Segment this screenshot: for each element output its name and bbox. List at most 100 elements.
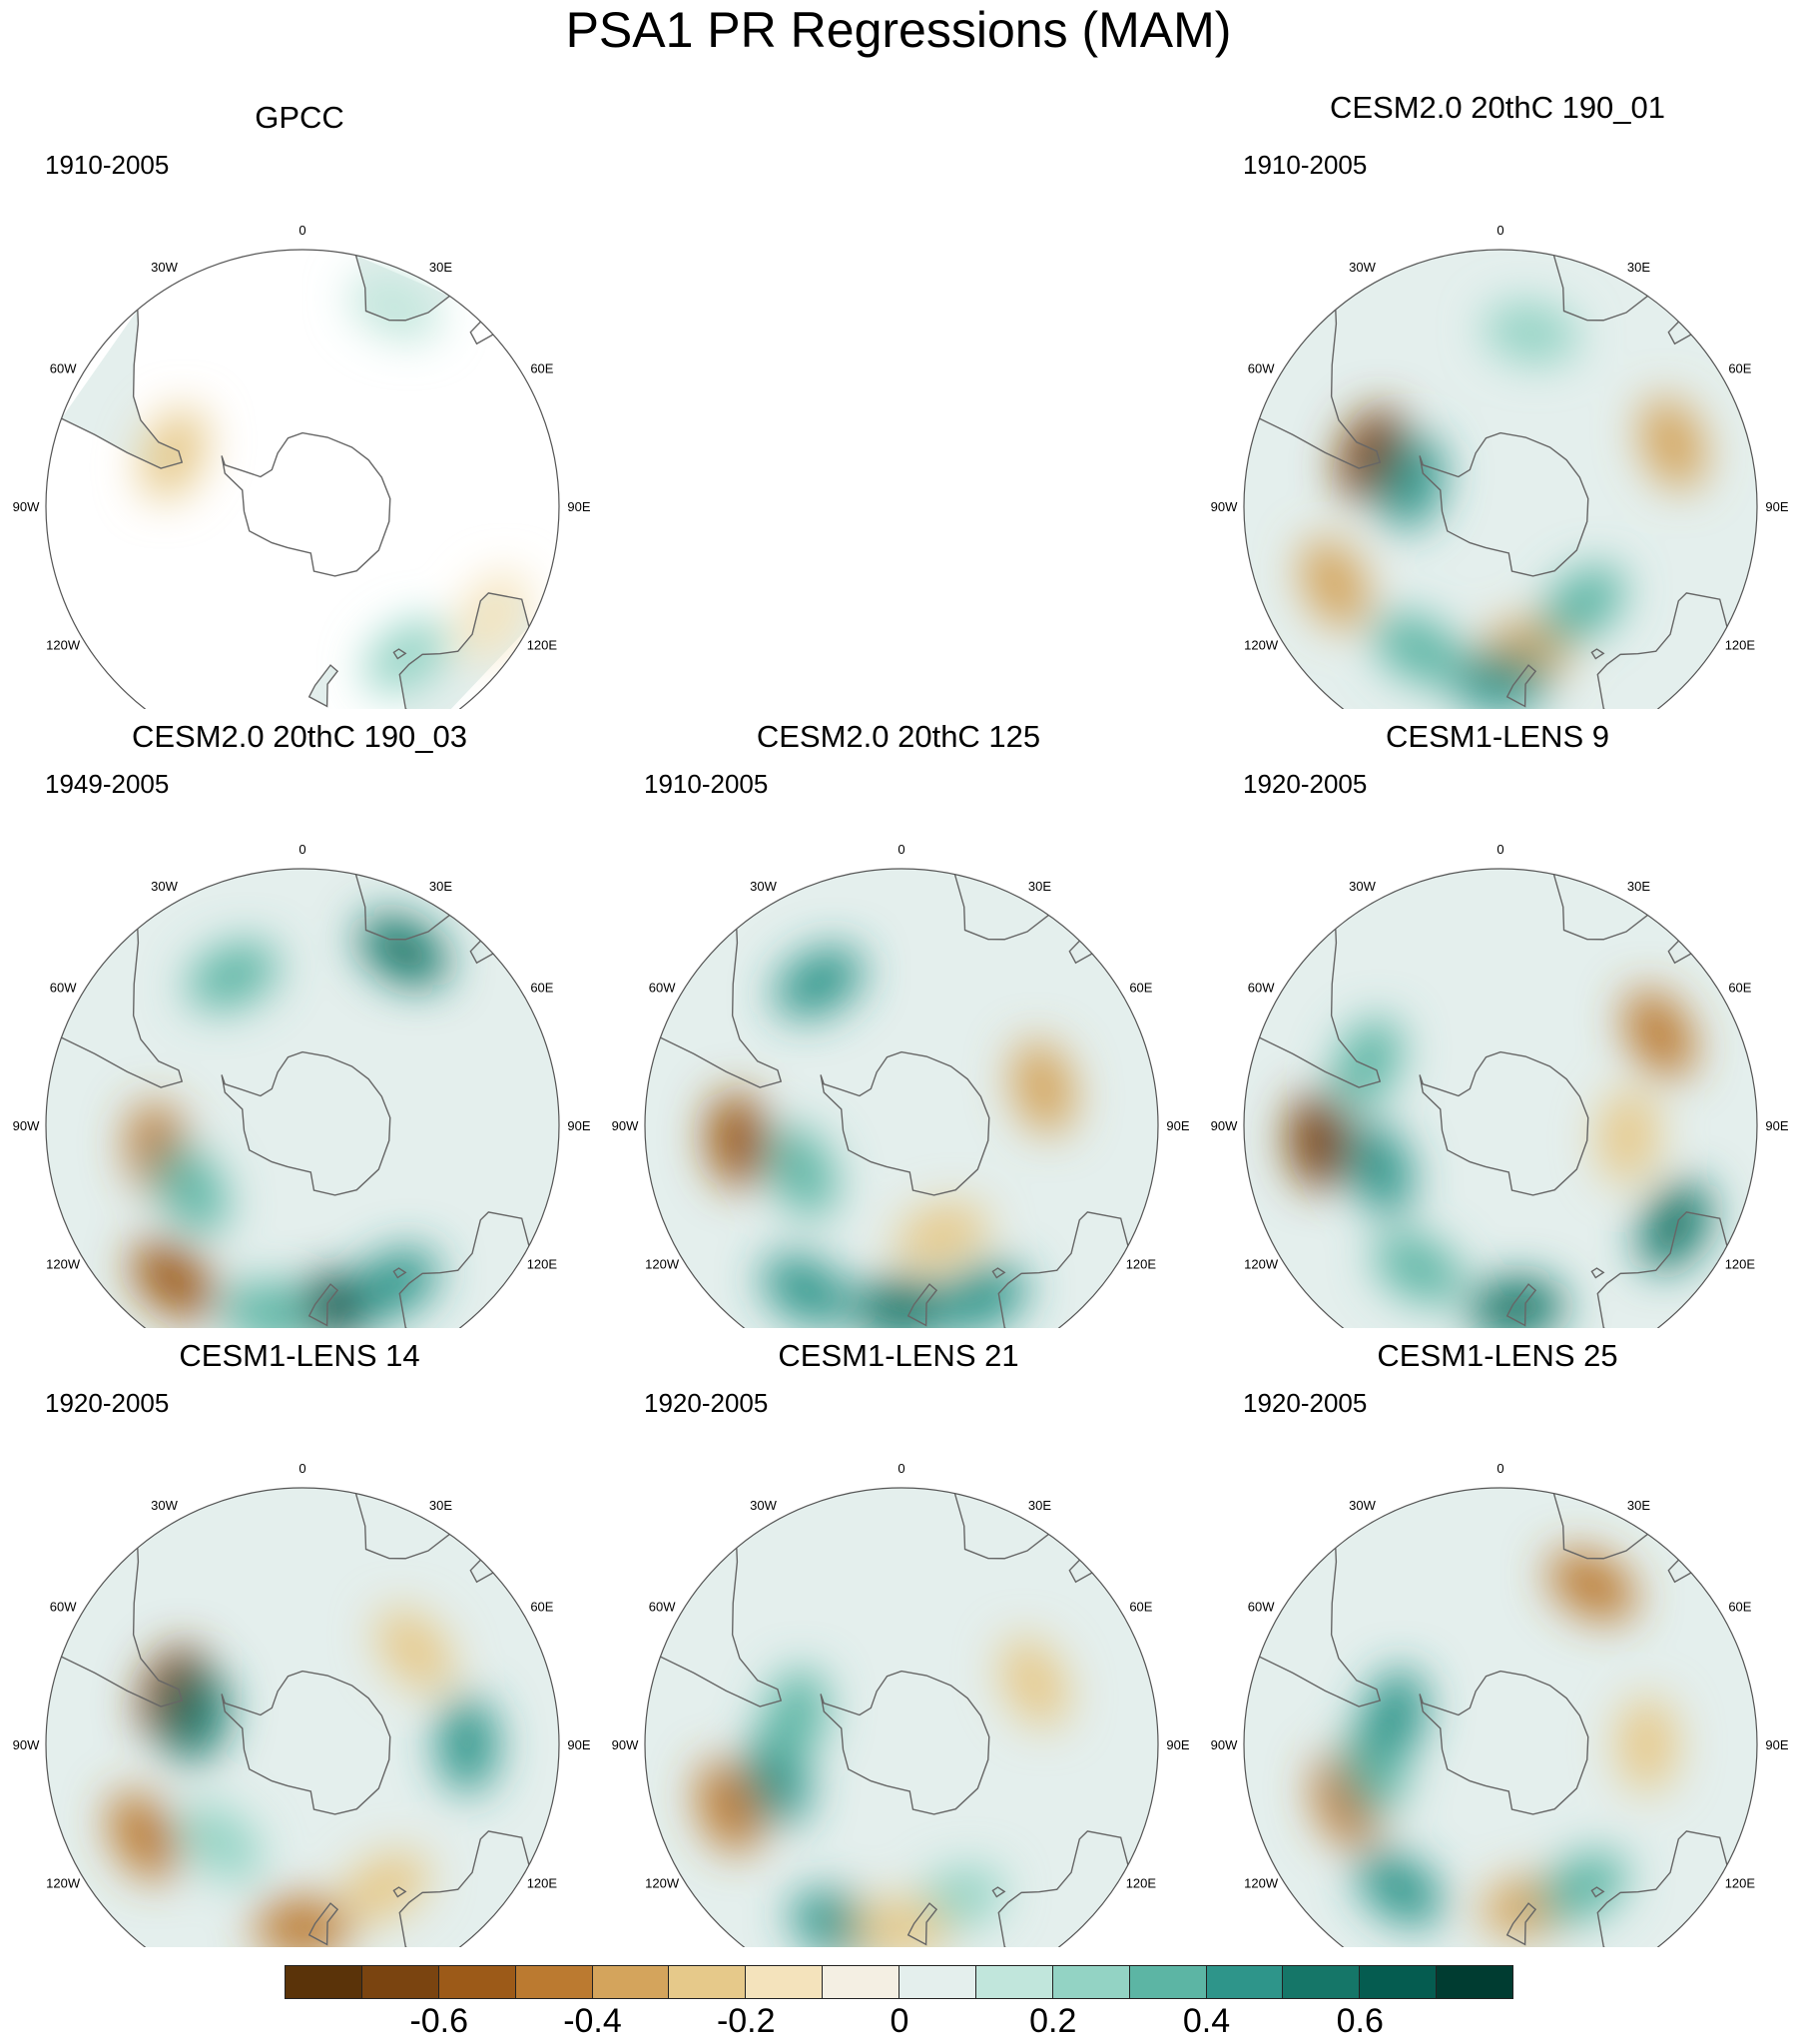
anomaly-patch: [1287, 1093, 1349, 1189]
longitude-label: 30W: [1349, 1498, 1376, 1513]
colorbar-swatch: [1359, 1965, 1438, 1999]
longitude-label: 0: [1497, 223, 1503, 238]
panel-title: CESM1-LENS 14: [179, 1338, 420, 1373]
longitude-label: 120W: [1244, 638, 1279, 653]
coastline-south-america: [1259, 929, 1382, 1088]
longitude-label: 30W: [151, 879, 178, 894]
polar-map: 030E60E90E120E150E180150W120W90W60W30W: [13, 842, 591, 1328]
coastline-nz: [307, 1902, 339, 1946]
anomaly-patch: [775, 947, 864, 1019]
polar-map: 030E60E90E120E150E180150W120W90W60W30W: [612, 1461, 1190, 1947]
coastline-antarctica: [221, 1670, 391, 1815]
longitude-label: 120W: [1244, 1876, 1279, 1891]
anomaly-patch: [1374, 613, 1463, 685]
panel-title: GPCC: [255, 100, 344, 135]
map-boundary: [1243, 249, 1758, 709]
anomaly-patch: [156, 1145, 228, 1234]
longitude-label: 120E: [1126, 1257, 1157, 1272]
longitude-label: 120W: [645, 1876, 680, 1891]
longitude-label: 60E: [1728, 981, 1751, 996]
panel-years: 1920-2005: [1243, 1388, 1368, 1418]
anomaly-patch: [1356, 1851, 1443, 1926]
longitude-label: 60W: [649, 981, 676, 996]
coastline-south-america: [61, 1548, 184, 1707]
anomaly-patch: [349, 273, 441, 341]
coastline-madagascar: [1667, 321, 1692, 345]
colorbar-swatch: [898, 1965, 976, 1999]
colorbar-tick-label: 0.4: [1182, 2002, 1231, 2040]
anomaly-patch: [1347, 1122, 1413, 1216]
longitude-label: 90W: [612, 1737, 639, 1752]
longitude-label: 120E: [1725, 1257, 1756, 1272]
anomaly-patch: [178, 1803, 262, 1881]
map-boundary: [1243, 868, 1758, 1328]
coastline-tasmania: [991, 1267, 1006, 1279]
longitude-label: 90W: [1211, 1118, 1238, 1133]
longitude-label: 30W: [750, 1498, 777, 1513]
colorbar-tick-label: 0.2: [1029, 2002, 1077, 2040]
coastline-australia: [398, 592, 530, 709]
longitude-label: 120W: [1244, 1257, 1279, 1272]
colorbar-swatch: [285, 1965, 362, 1999]
longitude-label: 30E: [1028, 1498, 1051, 1513]
anomaly-patch: [1374, 1232, 1463, 1304]
longitude-label: 90E: [567, 1737, 590, 1752]
longitude-label: 0: [299, 223, 305, 238]
longitude-label: 30W: [750, 879, 777, 894]
anomaly-patch: [1000, 1637, 1069, 1728]
coastline-madagascar: [1068, 940, 1093, 965]
longitude-label: 90W: [13, 499, 40, 514]
coastline-antarctica: [221, 1050, 391, 1196]
longitude-label: 90E: [567, 499, 590, 514]
anomaly-patch: [1484, 302, 1579, 364]
map-panel: 030E60E90E120E150E180150W120W90W60W30WCE…: [599, 1328, 1198, 1947]
anomaly-patch: [457, 571, 529, 661]
coastline-tasmania: [392, 1267, 407, 1279]
anomaly-patch: [140, 407, 207, 500]
coastline-madagascar: [469, 940, 494, 965]
colorbar-swatch: [745, 1965, 824, 1999]
longitude-label: 60E: [530, 361, 553, 376]
anomaly-patch: [696, 1760, 763, 1854]
panel-years: 1920-2005: [644, 1388, 769, 1418]
longitude-label: 120W: [46, 1876, 81, 1891]
longitude-label: 120E: [527, 1257, 558, 1272]
coastline-nz: [906, 1902, 938, 1946]
coastline-africa: [1552, 874, 1648, 941]
coastline-tasmania: [1590, 1267, 1605, 1279]
polar-map: 030E60E90E120E150E180150W120W90W60W30W: [1211, 223, 1789, 709]
longitude-label: 120E: [1725, 1876, 1756, 1891]
coastline-australia: [398, 1830, 530, 1947]
coastline-madagascar: [1667, 1559, 1692, 1584]
colorbar-tick-label: -0.4: [563, 2002, 622, 2040]
anomaly-patch: [437, 1697, 498, 1792]
longitude-label: 90W: [1211, 1737, 1238, 1752]
colorbar-tick-label: -0.2: [716, 2002, 776, 2040]
anomaly-patch: [768, 1126, 837, 1217]
longitude-label: 120E: [527, 638, 558, 653]
coastline-australia: [1596, 1830, 1728, 1947]
anomaly-patch: [762, 1254, 851, 1326]
anomaly-patch: [1333, 1018, 1402, 1109]
map-panel: 030E60E90E120E150E180150W120W90W60W30WCE…: [1198, 709, 1797, 1328]
longitude-label: 90E: [1765, 1118, 1788, 1133]
coastline-africa: [1552, 1493, 1648, 1560]
polar-map: 030E60E90E120E150E180150W120W90W60W30W: [13, 1461, 591, 1947]
longitude-label: 90W: [13, 1737, 40, 1752]
longitude-label: 30E: [1627, 879, 1650, 894]
coastline-africa: [953, 874, 1049, 941]
longitude-label: 0: [1497, 842, 1503, 857]
panel-years: 1920-2005: [1243, 769, 1368, 799]
anomaly-patch: [1623, 990, 1695, 1078]
anomaly-patch: [1541, 565, 1625, 643]
anomaly-patch: [349, 1248, 438, 1320]
map-boundary: [644, 868, 1159, 1328]
longitude-label: 30E: [429, 260, 452, 275]
anomaly-patch: [1639, 396, 1706, 490]
anomaly-patch: [895, 1202, 988, 1269]
longitude-label: 30W: [151, 1498, 178, 1513]
panel-title: CESM2.0 20thC 190_01: [1329, 90, 1666, 125]
longitude-label: 60E: [530, 981, 553, 996]
longitude-label: 120E: [527, 1876, 558, 1891]
colorbar-swatch: [974, 1965, 1053, 1999]
